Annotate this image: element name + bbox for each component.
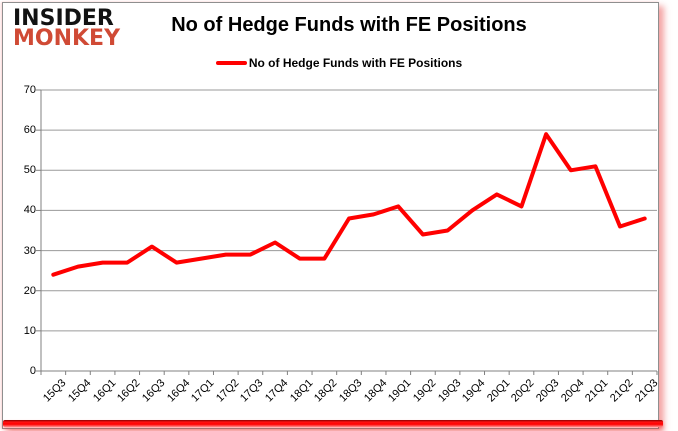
bottom-red-bar — [3, 420, 663, 427]
y-axis-label: 30 — [23, 244, 36, 257]
logo-monkey-text: MONKEY — [13, 26, 121, 52]
y-axis-label: 40 — [23, 204, 36, 217]
y-axis-label: 0 — [29, 365, 36, 377]
logo-insider-text: INSIDER — [13, 6, 114, 31]
y-axis-label: 70 — [23, 84, 36, 96]
y-axis-label: 10 — [23, 324, 36, 337]
y-axis-label: 60 — [23, 124, 36, 137]
chart-frame — [2, 2, 659, 429]
chart-legend: No of Hedge Funds with FE Positions — [0, 56, 678, 70]
y-axis-label: 20 — [23, 284, 36, 297]
insider-monkey-logo: INSIDER MONKEY — [13, 6, 121, 52]
chart-title: No of Hedge Funds with FE Positions — [171, 14, 527, 36]
legend-label: No of Hedge Funds with FE Positions — [248, 56, 463, 70]
series-line — [51, 132, 647, 277]
legend-line-swatch-icon — [215, 61, 247, 65]
y-axis-label: 50 — [23, 164, 36, 177]
